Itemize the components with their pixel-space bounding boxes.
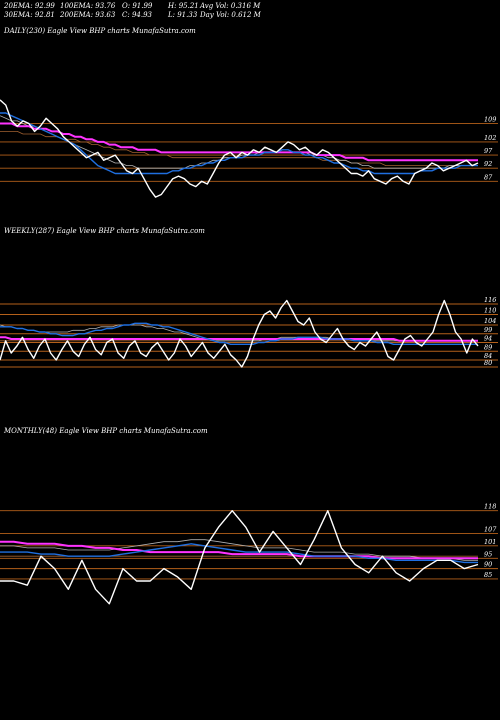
- ema-short-series-line: [0, 543, 478, 564]
- ema200-readout: 200EMA: 93.63: [60, 11, 116, 19]
- high-readout: H: 95.21: [168, 2, 199, 10]
- ema-long-series-line: [0, 122, 478, 162]
- day-vol-readout: Day Vol: 0.612 M: [200, 11, 261, 19]
- y-tick-label: 84: [484, 352, 492, 360]
- y-tick-label: 118: [484, 503, 496, 511]
- monthly-chart-title: MONTHLY(48) Eagle View BHP charts Munafa…: [4, 427, 208, 435]
- y-tick-label: 85: [484, 571, 492, 579]
- ema-long-series-line: [0, 540, 478, 560]
- ema20-readout: 20EMA: 92.99: [4, 2, 55, 10]
- y-tick-label: 116: [484, 296, 496, 304]
- price-series-line: [0, 99, 479, 198]
- open-readout: O: 91.99: [122, 2, 153, 10]
- daily-chart-title: DAILY(230) Eagle View BHP charts MunafaS…: [4, 27, 196, 35]
- ema-grey-series-line: [0, 539, 478, 561]
- y-tick-label: 109: [484, 116, 496, 124]
- daily-chart: 109 102 97 92 87: [0, 99, 498, 198]
- avg-vol-readout: Avg Vol: 0.316 M: [200, 2, 261, 10]
- y-tick-label: 89: [484, 343, 492, 351]
- y-tick-label: 102: [484, 134, 496, 142]
- y-tick-label: 97: [484, 147, 493, 155]
- weekly-chart-title: WEEKLY(287) Eagle View BHP charts Munafa…: [4, 227, 205, 235]
- y-tick-label: 110: [484, 307, 496, 315]
- y-tick-label: 107: [484, 525, 497, 533]
- y-tick-label: 104: [484, 317, 496, 325]
- ema100-readout: 100EMA: 93.76: [60, 2, 116, 10]
- ema-short-series-line: [0, 322, 478, 345]
- price-series-line: [0, 510, 479, 605]
- ema30-readout: 30EMA: 92.81: [4, 11, 55, 19]
- y-tick-label: 101: [484, 538, 496, 546]
- y-tick-label: 90: [484, 561, 492, 569]
- y-tick-label: 92: [484, 160, 492, 168]
- ema-short-series-line: [0, 112, 478, 175]
- y-tick-label: 99: [484, 326, 492, 334]
- y-tick-label: 94: [484, 335, 492, 343]
- y-tick-label: 80: [484, 359, 492, 367]
- ema-grey-series-line: [0, 115, 478, 169]
- y-tick-label: 87: [484, 173, 493, 181]
- price-series-line: [0, 299, 479, 368]
- ema-long-series-line: [0, 336, 478, 342]
- y-tick-label: 95: [484, 550, 492, 558]
- close-readout: C: 94.93: [122, 11, 152, 19]
- low-readout: L: 91.33: [168, 11, 198, 19]
